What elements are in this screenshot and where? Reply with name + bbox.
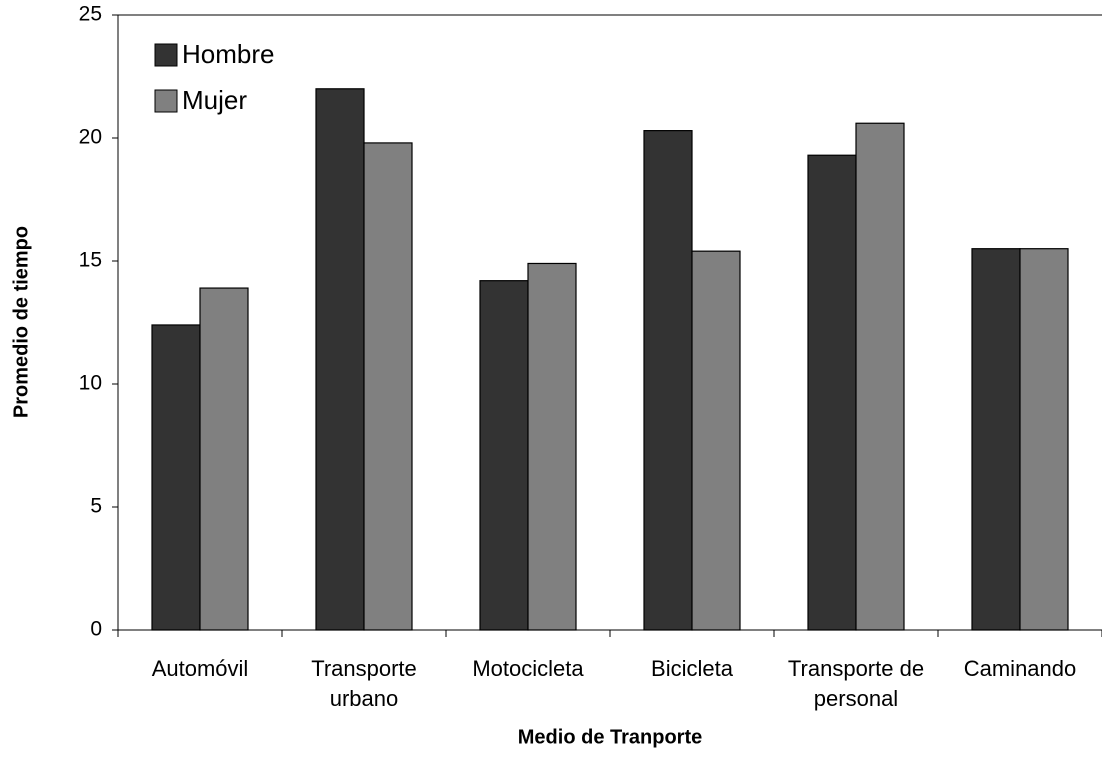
bar [363,142,413,631]
bar [971,248,1021,631]
bar [643,130,693,631]
bar [315,88,365,631]
legend-label: Mujer [182,85,247,115]
x-axis-label: Medio de Tranporte [518,726,702,748]
bar [855,122,905,631]
bar [151,324,201,631]
y-tick-label: 5 [90,495,102,518]
bar [807,154,857,631]
bar [199,287,249,631]
y-tick-label: 15 [79,249,102,272]
x-tick-label: Motocicleta [472,656,584,681]
y-tick-label: 10 [79,372,102,395]
bar [691,250,741,631]
y-axis-label: Promedio de tiempo [10,226,32,418]
y-tick-label: 0 [90,618,102,641]
legend-label: Hombre [182,39,274,69]
bar [527,262,577,631]
bar [1019,248,1069,631]
x-tick-label: Bicicleta [651,656,733,681]
bar [479,280,529,631]
y-tick-label: 25 [79,3,102,26]
legend-swatch [154,89,178,113]
y-tick-label: 20 [79,126,102,149]
x-tick-label: Transporte urbano [311,656,417,711]
x-tick-label: Automóvil [151,656,249,681]
legend-swatch [154,43,178,67]
x-tick-label: Transporte de personal [787,656,925,711]
x-tick-label: Caminando [963,656,1077,681]
